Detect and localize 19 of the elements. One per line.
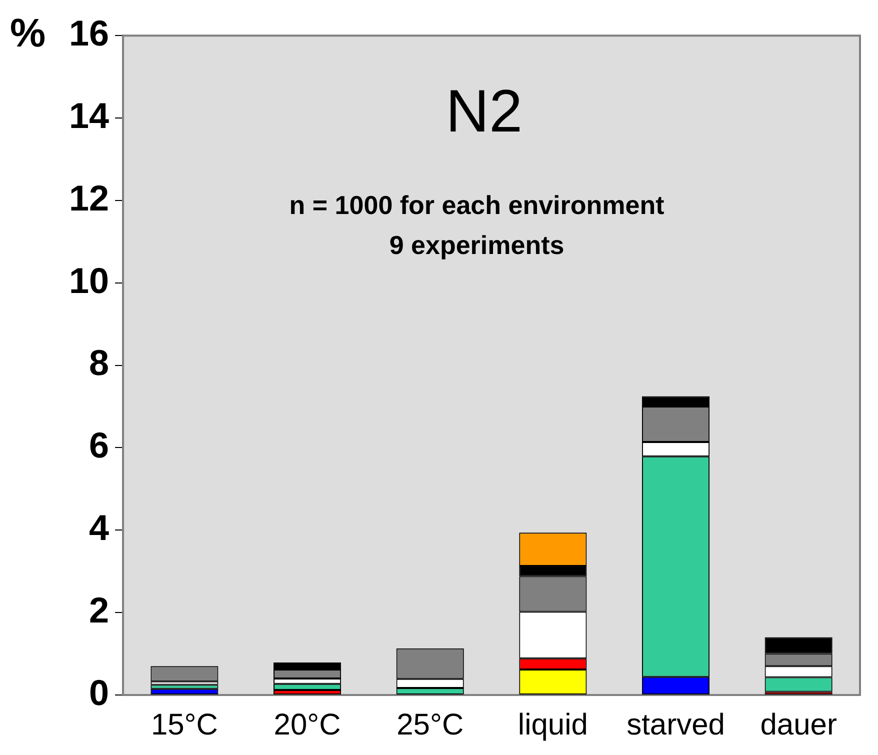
annotation: n = 1000 for each environment	[289, 190, 665, 220]
y-tick-label: 2	[89, 589, 110, 630]
y-tick-label: 14	[68, 94, 110, 136]
text: N2	[446, 77, 523, 144]
x-tick-label: 25°C	[396, 708, 464, 742]
x-tick-label: liquid	[518, 708, 588, 742]
y-tick-label: 8	[89, 342, 110, 384]
x-tick-label: 15°C	[150, 708, 218, 742]
y-axis-title: %	[10, 12, 46, 56]
x-tick-label: 20°C	[274, 708, 341, 742]
x-tick-label: starved	[626, 708, 725, 742]
y-tick-label: 16	[68, 12, 110, 54]
y-tick-label: 6	[89, 424, 110, 466]
annotation: 9 experiments	[389, 230, 564, 260]
y-tick-label: 12	[68, 177, 110, 218]
y-tick-label: 4	[89, 507, 110, 548]
x-tick-label: dauer	[760, 708, 837, 742]
y-tick-label: 10	[68, 260, 110, 301]
y-tick-label: 0	[89, 672, 110, 713]
